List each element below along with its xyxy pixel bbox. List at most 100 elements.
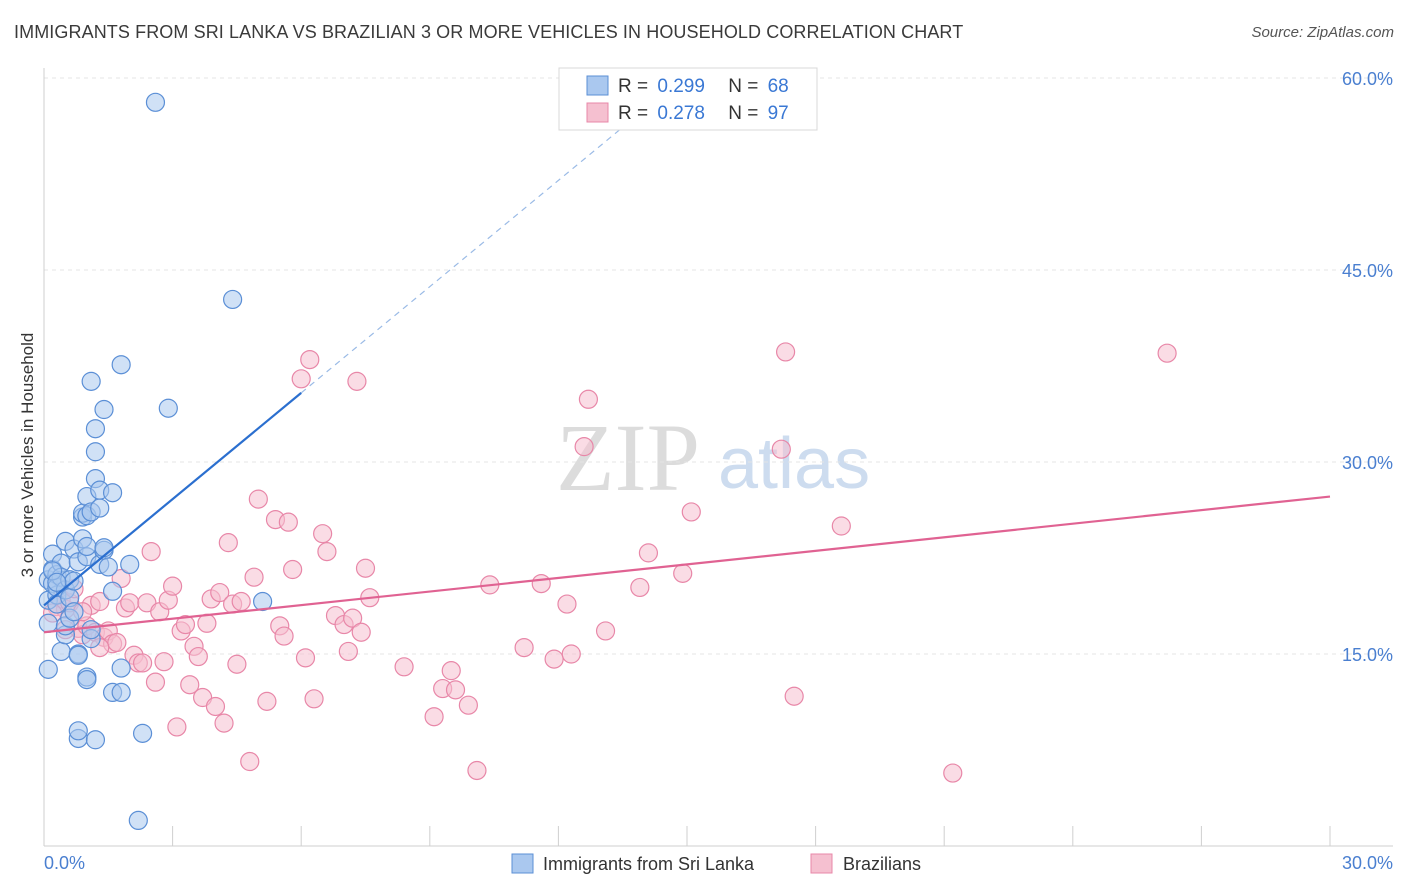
brazilians-point-51	[278, 512, 298, 532]
sri-lanka-point-13	[51, 641, 71, 662]
trend-lines	[43, 91, 1331, 634]
brazilians-point-70	[441, 661, 461, 681]
brazilians-point-44	[240, 751, 260, 772]
brazilians-point-50	[274, 626, 294, 646]
brazilians-point-68	[424, 707, 444, 727]
legend-r-value-1: 0.299	[657, 76, 705, 97]
brazilians-point-45	[244, 567, 264, 587]
brazilians-point-76	[531, 573, 551, 594]
brazilians-point-72	[458, 695, 478, 715]
y-tick-label-2: 45.0%	[1342, 261, 1393, 281]
brazilians-point-89	[784, 686, 804, 706]
brazilians-point-84	[638, 543, 659, 563]
brazilians-point-88	[775, 342, 796, 362]
legend: R = 0.299 N = 68 R = 0.278 N = 97	[558, 67, 818, 131]
sri-lanka-point-67	[47, 572, 67, 592]
sri-lanka-point-59	[120, 554, 140, 575]
brazilians-point-78	[557, 594, 577, 614]
x-tick-label-1: 30.0%	[1342, 853, 1393, 873]
y-tick-label-0: 15.0%	[1342, 645, 1393, 665]
data-points	[38, 92, 1177, 831]
watermark: ZIP atlas	[556, 404, 870, 511]
sri-lanka-point-41	[81, 620, 101, 640]
sri-lanka-point-39	[81, 371, 101, 391]
brazilians-point-37	[205, 696, 226, 717]
y-tick-label-3: 60.0%	[1342, 69, 1393, 89]
sri-lanka-point-62	[145, 92, 166, 112]
sri-lanka-point-35	[77, 536, 97, 557]
brazilians-point-81	[578, 389, 599, 409]
brazilians-point-40	[218, 533, 238, 553]
brazilians-point-83	[630, 577, 650, 598]
brazilians-point-86	[681, 502, 701, 522]
brazilians-point-57	[313, 524, 333, 544]
legend-n-value-2: 97	[768, 103, 789, 124]
brazilians-point-27	[163, 576, 183, 596]
x-tick-label-0: 0.0%	[44, 853, 85, 873]
sri-lanka-point-58	[111, 682, 131, 703]
sri-lanka-point-0	[38, 659, 58, 679]
sri-lanka-point-65	[253, 591, 273, 612]
grid-lines	[44, 77, 1393, 655]
legend-swatch-brazilians	[586, 102, 609, 123]
brazilians-point-62	[343, 608, 363, 628]
brazilians-trend-line	[43, 495, 1331, 634]
brazilians-point-20	[132, 653, 153, 673]
chart-title: IMMIGRANTS FROM SRI LANKA VS BRAZILIAN 3…	[14, 22, 964, 42]
brazilians-point-80	[574, 437, 594, 457]
svg-text:R = 0.299 N =: R = 0.299 N = 68	[618, 76, 789, 97]
brazilians-point-10	[90, 591, 110, 612]
sri-lanka-point-53	[102, 483, 123, 503]
watermark-atlas: atlas	[718, 424, 870, 504]
legend-n-label-1: N =	[728, 76, 758, 97]
brazilians-point-25	[154, 652, 174, 672]
legend-n-value-1: 68	[768, 76, 789, 97]
brazilians-point-52	[283, 559, 303, 580]
source-label: Source: ZipAtlas.com	[1251, 24, 1394, 41]
sri-lanka-point-54	[102, 581, 123, 601]
sri-lanka-point-28	[68, 721, 88, 741]
sri-lanka-point-48	[90, 498, 110, 518]
brazilians-point-82	[595, 621, 616, 641]
brazilians-point-73	[467, 760, 487, 781]
sri-lanka-point-49	[94, 399, 114, 420]
brazilians-point-75	[514, 637, 534, 658]
brazilians-point-33	[188, 646, 208, 667]
sri-lanka-point-61	[132, 723, 153, 743]
brazilians-point-58	[317, 541, 337, 562]
bottom-legend-label-brazilians: Brazilians	[843, 854, 921, 874]
sri-lanka-point-26	[68, 645, 88, 665]
brazilians-point-22	[141, 541, 161, 562]
brazilians-point-56	[304, 689, 324, 709]
tick-labels: 15.0% 30.0% 45.0% 60.0% 0.0% 30.0%	[44, 69, 1393, 873]
brazilians-point-54	[295, 648, 316, 668]
legend-swatch-sri-lanka	[586, 75, 609, 96]
sri-lanka-point-64	[223, 289, 243, 310]
svg-text:R = 0.278 N =: R = 0.278 N = 97	[618, 103, 789, 124]
brazilians-point-65	[355, 558, 376, 578]
brazilians-point-39	[214, 713, 234, 733]
sri-lanka-point-37	[77, 669, 97, 690]
brazilians-point-92	[1157, 343, 1177, 363]
bottom-legend: Immigrants from Sri Lanka Brazilians	[511, 853, 921, 874]
sri-lanka-point-51	[94, 538, 114, 558]
brazilians-point-87	[771, 439, 791, 459]
brazilians-point-14	[107, 632, 127, 653]
brazilians-point-77	[544, 649, 564, 669]
brazilians-point-17	[120, 593, 140, 613]
brazilians-point-90	[831, 516, 851, 536]
brazilians-point-53	[291, 369, 311, 389]
sri-lanka-point-45	[85, 730, 106, 750]
sri-lanka-trend-extension	[300, 91, 666, 394]
legend-r-label-1: R =	[618, 76, 648, 97]
brazilians-point-61	[338, 641, 358, 662]
sri-lanka-point-56	[111, 355, 131, 375]
brazilians-point-71	[445, 680, 466, 700]
watermark-zip: ZIP	[556, 404, 700, 511]
sri-lanka-point-57	[111, 658, 131, 678]
sri-lanka-point-1	[38, 613, 58, 633]
brazilians-point-38	[210, 582, 230, 603]
y-tick-label-1: 30.0%	[1342, 453, 1393, 473]
brazilians-point-42	[227, 654, 247, 674]
sri-lanka-point-52	[98, 557, 118, 577]
